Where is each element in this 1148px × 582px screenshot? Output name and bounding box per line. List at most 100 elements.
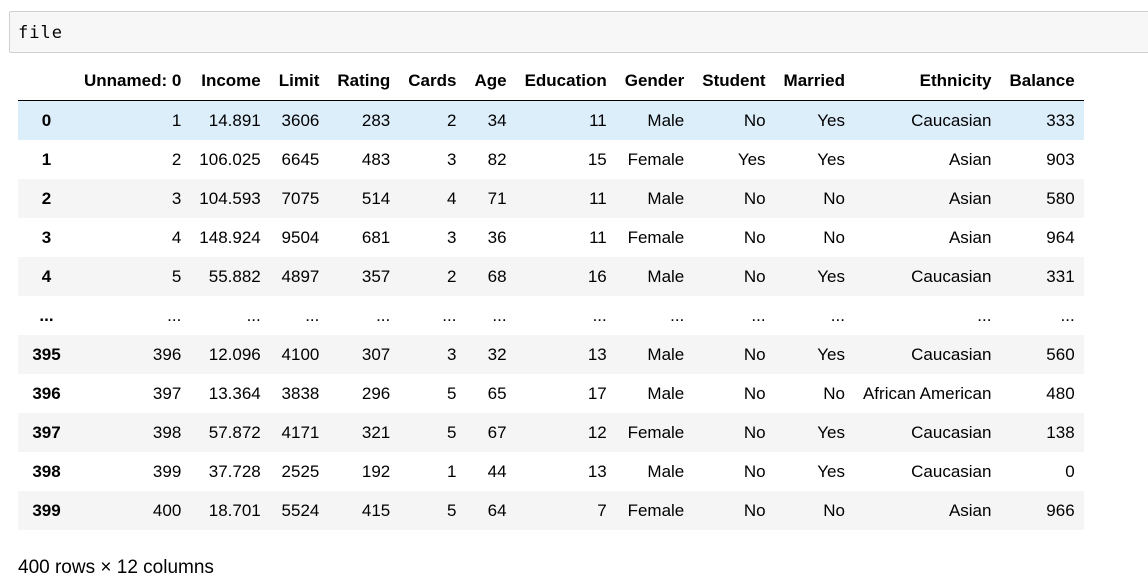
table-cell: Asian [948,188,992,208]
table-cell: 4 [446,188,457,208]
table-cell: ... [442,305,457,325]
table-cell: ... [751,305,766,325]
table-cell: ... [167,305,182,325]
table-cell: 1 [171,110,182,130]
table-cell: 36 [487,227,507,247]
table-cell: No [743,266,766,286]
row-index: 395 [32,344,61,364]
table-cell: Female [627,227,685,247]
table-cell: No [743,227,766,247]
table-cell: 67 [487,422,507,442]
table-cell: 9504 [281,227,320,247]
table-cell: 5 [446,500,457,520]
column-header: Student [693,62,775,101]
table-cell: 331 [1046,266,1075,286]
table-cell: 37.728 [208,461,261,481]
table-cell: No [743,461,766,481]
table-cell: 3 [171,188,182,208]
table-cell: 4897 [281,266,320,286]
table-cell: 6645 [281,149,320,169]
table-row: 2 3 104.593 7075 514 4 71 11 Male No No Asian 580 [18,179,1084,218]
column-header: Education [515,62,616,101]
dataframe-table: Unnamed: 0 Income Limit Rating Cards Age Educa… [18,62,1084,530]
column-header: Cards [399,62,466,101]
table-cell: 966 [1046,500,1075,520]
table-cell: Male [647,266,685,286]
table-cell: Caucasian [911,266,992,286]
table-row: 399 400 18.701 5524 415 5 64 7 Female No No Asian 96… [18,491,1084,530]
table-cell: African American [862,383,992,403]
table-cell: 1 [446,461,457,481]
table-cell: 3 [446,344,457,364]
table-cell: 17 [587,383,607,403]
header-row: Unnamed: 0 Income Limit Rating Cards Age Educa… [18,62,1084,101]
table-cell: Asian [948,500,992,520]
table-cell: 3606 [281,110,320,130]
column-header-index [18,62,75,101]
table-row: 397 398 57.872 4171 321 5 67 12 Female No Yes Cauca… [18,413,1084,452]
row-index: ... [39,305,54,325]
table-cell: 307 [361,344,391,364]
row-index: 3 [41,227,52,247]
table-cell: 11 [589,227,607,247]
table-cell: 7075 [281,188,320,208]
table-cell: 14.891 [208,110,261,130]
table-cell: 68 [487,266,507,286]
table-cell: 903 [1046,149,1075,169]
table-row: ....................................... [18,296,1084,335]
table-cell: 65 [487,383,507,403]
table-cell: 396 [152,344,182,364]
table-cell: Caucasian [911,461,992,481]
table-cell: 397 [152,383,182,403]
table-cell: No [743,500,766,520]
table-cell: 4100 [281,344,320,364]
code-cell[interactable]: file [9,11,1148,53]
table-cell: 5524 [281,500,320,520]
table-cell: ... [246,305,261,325]
table-cell: 18.701 [208,500,261,520]
column-header: Limit [269,62,329,101]
table-cell: Yes [817,110,845,130]
table-cell: 333 [1046,110,1075,130]
table-cell: 13 [587,461,607,481]
table-cell: 321 [361,422,391,442]
row-index: 396 [32,383,61,403]
table-cell: Male [647,461,685,481]
table-cell: 5 [446,383,457,403]
table-body: 0 1 14.891 3606 283 2 34 11 Male No Yes Caucasian 33… [18,100,1084,530]
table-cell: Male [647,344,685,364]
table-cell: ... [305,305,320,325]
table-cell: 12.096 [208,344,261,364]
table-cell: 55.882 [208,266,261,286]
table-cell: 148.924 [199,227,261,247]
table-cell: Female [627,422,685,442]
table-cell: ... [376,305,391,325]
table-cell: No [823,227,845,247]
table-cell: 5 [171,266,182,286]
table-cell: 13.364 [208,383,261,403]
table-cell: 13 [587,344,607,364]
row-index: 397 [32,422,61,442]
table-cell: 104.593 [199,188,261,208]
table-cell: 7 [597,500,607,520]
table-cell: 415 [361,500,391,520]
column-header: Unnamed: 0 [75,62,191,101]
code-cell-text: file [18,23,63,43]
table-cell: Female [627,500,685,520]
table-cell: 480 [1046,383,1075,403]
column-header: Married [774,62,854,101]
table-cell: No [743,188,766,208]
table-cell: Yes [817,461,845,481]
table-cell: 5 [446,422,457,442]
table-cell: 560 [1046,344,1075,364]
table-cell: 32 [487,344,507,364]
table-cell: Male [647,188,685,208]
table-cell: 483 [361,149,391,169]
table-cell: 71 [487,188,507,208]
table-cell: 138 [1046,422,1075,442]
table-cell: No [743,383,766,403]
table-cell: 514 [361,188,391,208]
table-cell: 192 [361,461,391,481]
column-header: Ethnicity [853,62,1001,101]
table-cell: 11 [589,110,607,130]
